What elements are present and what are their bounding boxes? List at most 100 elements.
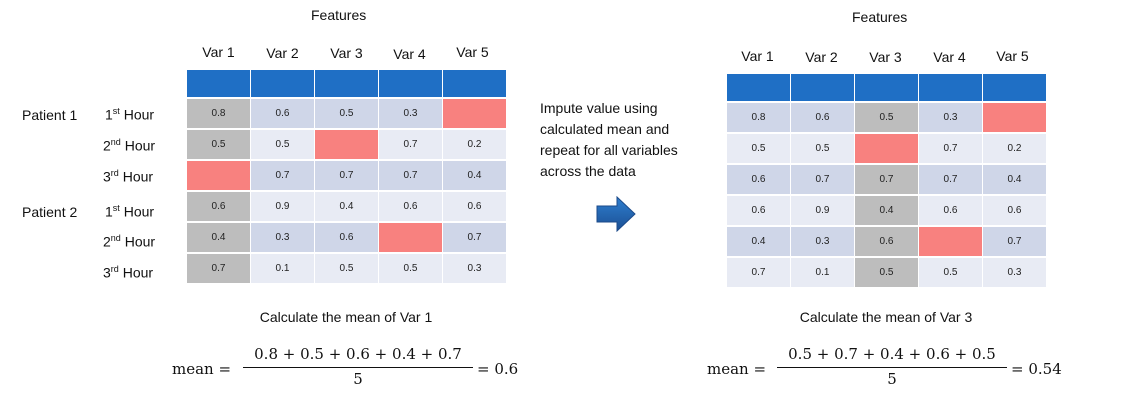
table-cell: 0.7 (855, 165, 918, 194)
right-caption: Calculate the mean of Var 3 (799, 309, 973, 325)
table-cell: 0.3 (791, 227, 854, 256)
table-cell: 0.8 (187, 99, 250, 128)
left-formula-denominator: 5 (353, 370, 363, 388)
table-cell: 0.6 (251, 99, 314, 128)
missing-value-cell (919, 227, 982, 256)
table-cell: 0.7 (379, 130, 442, 159)
table-cell: 0.7 (187, 254, 250, 283)
table-cell: 0.6 (727, 165, 790, 194)
impute-note-line: calculated mean and (540, 121, 670, 137)
left-data-table: 0.8 0.6 0.5 0.3 0.5 0.5 0.7 0.2 0.7 0.7 0.7 0.4 0.6 0… (187, 70, 506, 283)
table-cell: 0.7 (251, 161, 314, 190)
right-features-title: Features (852, 9, 908, 25)
patient-2-label: Patient 2 (22, 204, 78, 220)
table-cell: 0.7 (443, 223, 506, 252)
left-formula-lhs: mean = (172, 360, 232, 378)
header-bar-cell (727, 74, 790, 101)
table-cell: 0.5 (187, 130, 250, 159)
table-cell: 0.5 (855, 258, 918, 287)
header-bar-cell (315, 70, 378, 97)
table-cell: 0.3 (919, 103, 982, 132)
right-fraction-bar (777, 367, 1007, 368)
header-bar-cell (379, 70, 442, 97)
table-cell: 0.5 (315, 254, 378, 283)
table-cell: 0.4 (443, 161, 506, 190)
missing-value-cell (379, 223, 442, 252)
left-col-header-var1: Var 1 (202, 44, 235, 60)
left-col-header-var4: Var 4 (393, 46, 426, 62)
table-cell: 0.9 (791, 196, 854, 225)
table-cell: 0.5 (727, 134, 790, 163)
table-cell: 0.6 (919, 196, 982, 225)
table-cell: 0.9 (251, 192, 314, 221)
table-cell: 0.6 (315, 223, 378, 252)
right-col-header-var1: Var 1 (741, 48, 774, 64)
left-features-title: Features (311, 7, 367, 23)
hour-label: 2nd Hour (103, 137, 156, 154)
right-formula-numerator: 0.5 + 0.7 + 0.4 + 0.6 + 0.5 (788, 345, 996, 363)
table-cell: 0.7 (379, 161, 442, 190)
patient-1-label: Patient 1 (22, 107, 78, 123)
table-cell: 0.5 (919, 258, 982, 287)
impute-note-line: Impute value using (540, 100, 658, 116)
table-cell: 0.1 (791, 258, 854, 287)
table-cell: 0.6 (727, 196, 790, 225)
header-bar-cell (251, 70, 314, 97)
right-formula-lhs: mean = (707, 360, 767, 378)
hour-label: 2nd Hour (103, 233, 156, 250)
table-cell: 0.2 (443, 130, 506, 159)
impute-note: Impute value using calculated mean and r… (540, 98, 678, 182)
header-bar-cell (443, 70, 506, 97)
table-cell: 0.7 (315, 161, 378, 190)
table-cell: 0.4 (855, 196, 918, 225)
right-formula-result: = 0.54 (1011, 360, 1062, 378)
table-cell: 0.5 (855, 103, 918, 132)
right-col-header-var4: Var 4 (933, 49, 966, 65)
table-cell: 0.3 (983, 258, 1046, 287)
table-cell: 0.1 (251, 254, 314, 283)
table-cell: 0.5 (315, 99, 378, 128)
missing-value-cell (983, 103, 1046, 132)
table-cell: 0.4 (315, 192, 378, 221)
hour-label: 3rd Hour (103, 264, 154, 281)
impute-note-line: repeat for all variables (540, 142, 678, 158)
right-formula-denominator: 5 (887, 370, 897, 388)
table-cell: 0.3 (379, 99, 442, 128)
table-cell: 0.4 (727, 227, 790, 256)
hour-label: 1st Hour (105, 106, 155, 123)
table-cell: 0.5 (251, 130, 314, 159)
left-formula-numerator: 0.8 + 0.5 + 0.6 + 0.4 + 0.7 (254, 345, 462, 363)
table-cell: 0.7 (791, 165, 854, 194)
table-cell: 0.2 (983, 134, 1046, 163)
table-cell: 0.8 (727, 103, 790, 132)
table-cell: 0.7 (919, 134, 982, 163)
table-cell: 0.6 (187, 192, 250, 221)
table-cell: 0.5 (379, 254, 442, 283)
header-bar-cell (187, 70, 250, 97)
table-cell: 0.4 (187, 223, 250, 252)
missing-value-cell (855, 134, 918, 163)
left-col-header-var3: Var 3 (330, 45, 363, 61)
table-cell: 0.3 (251, 223, 314, 252)
right-col-header-var2: Var 2 (805, 49, 838, 65)
table-cell: 0.5 (791, 134, 854, 163)
table-cell: 0.3 (443, 254, 506, 283)
right-data-table: 0.8 0.6 0.5 0.3 0.5 0.5 0.7 0.2 0.6 0.7 0.7 0.7 0.4 0… (727, 74, 1046, 287)
right-col-header-var3: Var 3 (869, 49, 902, 65)
left-col-header-var2: Var 2 (266, 45, 299, 61)
missing-value-cell (443, 99, 506, 128)
hour-label: 3rd Hour (103, 168, 154, 185)
impute-note-line: across the data (540, 163, 636, 179)
table-cell: 0.7 (727, 258, 790, 287)
left-formula-result: = 0.6 (477, 360, 519, 378)
header-bar-cell (855, 74, 918, 101)
table-cell: 0.6 (443, 192, 506, 221)
header-bar-cell (791, 74, 854, 101)
header-bar-cell (983, 74, 1046, 101)
left-caption: Calculate the mean of Var 1 (259, 309, 433, 325)
missing-value-cell (315, 130, 378, 159)
table-cell: 0.7 (983, 227, 1046, 256)
table-cell: 0.4 (983, 165, 1046, 194)
left-col-header-var5: Var 5 (456, 44, 489, 60)
table-cell: 0.6 (379, 192, 442, 221)
